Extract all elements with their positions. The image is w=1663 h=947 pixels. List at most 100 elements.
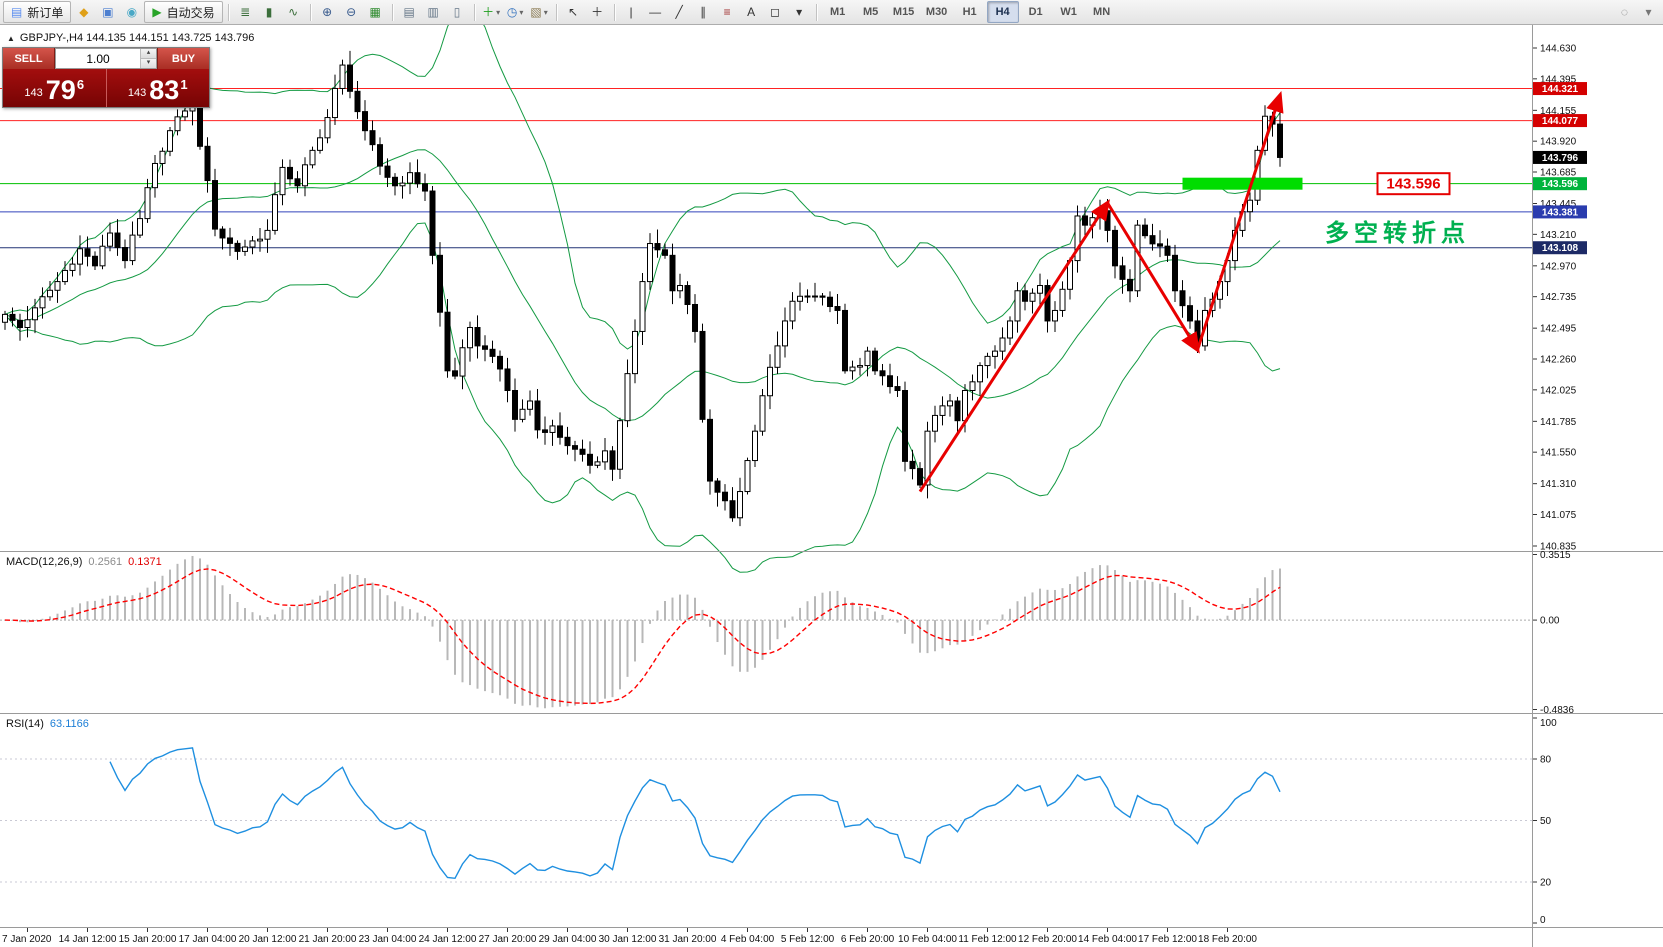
- toolbar-separator: [473, 3, 475, 21]
- auto-trading-glyph: ▶: [152, 5, 162, 19]
- crosshair-icon[interactable]: ＋: [586, 1, 609, 23]
- vertical-line-glyph: |: [629, 5, 633, 19]
- time-axis-label: 11 Feb 12:00: [958, 934, 1017, 945]
- timeframe-d1-button[interactable]: D1: [1028, 6, 1043, 18]
- fibonacci-glyph: ≡: [723, 5, 731, 19]
- macd-scale-label: -0.4836: [1540, 705, 1574, 716]
- timeframe-m15-button[interactable]: M15: [892, 6, 915, 18]
- cascade-windows-icon[interactable]: ▤: [398, 1, 421, 23]
- add-indicator-icon[interactable]: ＋ ▾: [480, 1, 503, 23]
- panel-frame: [0, 25, 1663, 947]
- price-scale-label: 141.550: [1540, 448, 1577, 459]
- volume-up-button[interactable]: ▴: [141, 49, 156, 59]
- auto-arrange-glyph: ▦: [369, 5, 381, 19]
- zoom-in-icon[interactable]: ⊕: [316, 1, 339, 23]
- text-tool-icon[interactable]: A: [740, 1, 763, 23]
- candlestick-series: [2, 50, 1283, 527]
- toolbar-separator: [309, 3, 311, 21]
- timeframe-h1-button[interactable]: H1: [962, 6, 977, 18]
- buy-button[interactable]: BUY: [157, 48, 209, 69]
- candlestick-chart-type-glyph: ▮: [265, 5, 273, 19]
- timeframe-w1-button[interactable]: W1: [1060, 6, 1077, 18]
- auto-trading-button[interactable]: ▶ 自动交易: [144, 1, 223, 23]
- navigator-icon[interactable]: ◉: [120, 1, 143, 23]
- new-order-button[interactable]: ▤ 新订单: [3, 1, 72, 23]
- volume-input[interactable]: [56, 49, 140, 68]
- macd-signal-value: 0.1371: [128, 556, 162, 568]
- zoom-out-icon[interactable]: ⊖: [340, 1, 363, 23]
- price-scale-label: 144.630: [1540, 44, 1577, 55]
- metaeditor-icon[interactable]: ◆: [72, 1, 95, 23]
- price-scale-label: 140.835: [1540, 542, 1577, 553]
- price-scale-label: 143.685: [1540, 168, 1577, 179]
- navigator-glyph: ◉: [126, 5, 138, 19]
- rsi-scale-label: 50: [1540, 816, 1552, 827]
- template-icon[interactable]: ▧ ▾: [528, 1, 551, 23]
- price-tag: 144.077: [1542, 116, 1579, 127]
- market-watch-icon[interactable]: ▣: [96, 1, 119, 23]
- period-icon[interactable]: ◷ ▾: [504, 1, 527, 23]
- toolbar-options-glyph: ▾: [1645, 5, 1652, 19]
- bar-chart-type-icon[interactable]: ≣: [234, 1, 257, 23]
- shapes-dropdown-glyph: ▾: [796, 5, 803, 19]
- tile-horizontally-icon[interactable]: ▥: [422, 1, 445, 23]
- vertical-line-icon[interactable]: |: [620, 1, 643, 23]
- sell-button[interactable]: SELL: [3, 48, 55, 69]
- price-tag: 143.108: [1542, 243, 1579, 254]
- timeframe-h4-button[interactable]: H4: [986, 1, 1019, 23]
- rsi-value: 63.1166: [49, 718, 89, 730]
- time-axis-label: 31 Jan 20:00: [659, 934, 717, 945]
- time-axis-label: 5 Feb 12:00: [781, 934, 835, 945]
- time-axis-label: 17 Jan 04:00: [179, 934, 237, 945]
- fibonacci-icon[interactable]: ≡: [716, 1, 739, 23]
- macd-value: 0.2561: [88, 556, 123, 568]
- one-click-prices: 143 79 6 143 83 1: [3, 69, 209, 107]
- price-tag: 144.321: [1542, 84, 1579, 95]
- new-order-button-label: 新订单: [27, 5, 64, 20]
- timeframe-m5-button[interactable]: M5: [862, 6, 879, 18]
- support-zone-highlight: [1182, 177, 1303, 190]
- trend-arrow: [918, 199, 1110, 493]
- rsi-scale-label: 20: [1540, 878, 1552, 889]
- time-axis-label: 21 Jan 20:00: [299, 934, 357, 945]
- ask-int: 143: [127, 87, 147, 99]
- price-scale-label: 144.155: [1540, 106, 1577, 117]
- shapes-dropdown-icon[interactable]: ▾: [788, 1, 811, 23]
- auto-trading-button-label: 自动交易: [166, 5, 215, 20]
- arrows-tool-icon[interactable]: ◻: [764, 1, 787, 23]
- tile-vertically-icon[interactable]: ▯: [446, 1, 469, 23]
- time-axis-label: 30 Jan 12:00: [599, 934, 657, 945]
- new-order-glyph: ▤: [11, 5, 23, 19]
- time-axis-label: 20 Jan 12:00: [239, 934, 297, 945]
- price-scale-label: 142.495: [1540, 324, 1577, 335]
- trendline-icon[interactable]: ╱: [668, 1, 691, 23]
- auto-arrange-icon[interactable]: ▦: [364, 1, 387, 23]
- main-toolbar: ▤ 新订单 ◆ ▣ ◉ ▶ 自动交易 ≣ ▮ ∿ ⊕ ⊖ ▦ ▤ ▥ ▯ ＋ ▾ ◷ ▾ ▧ ▾ ↖ ＋ | — ╱ ∥ ≡ A ◻ ▾ M1 M…: [0, 0, 1663, 25]
- time-axis-label: 29 Jan 04:00: [539, 934, 597, 945]
- help-search-icon[interactable]: ◌: [1613, 1, 1636, 23]
- rsi-panel: 100 80 50 20 0: [0, 717, 1557, 926]
- period-glyph: ◷: [506, 5, 518, 19]
- ask-price[interactable]: 143 83 1: [107, 69, 210, 107]
- toolbar-separator: [555, 3, 557, 21]
- add-indicator-icon-caret: ▾: [496, 7, 501, 17]
- timeframe-m1-button[interactable]: M1: [829, 6, 846, 18]
- price-scale-label: 144.395: [1540, 74, 1577, 85]
- bid-price[interactable]: 143 79 6: [3, 69, 107, 107]
- horizontal-line-icon[interactable]: —: [644, 1, 667, 23]
- rsi-scale-label: 80: [1540, 755, 1552, 766]
- toolbar-options-icon[interactable]: ▾: [1637, 1, 1660, 23]
- tile-vertically-glyph: ▯: [453, 5, 461, 19]
- timeframe-mn-button[interactable]: MN: [1093, 6, 1111, 18]
- line-chart-type-icon[interactable]: ∿: [282, 1, 305, 23]
- chart-canvas[interactable]: 143.596 多空转折点 144.630 144.395 144.155 143.920…: [0, 25, 1663, 947]
- channel-icon[interactable]: ∥: [692, 1, 715, 23]
- price-callout-box: [1376, 172, 1451, 196]
- timeframe-m30-button[interactable]: M30: [925, 6, 948, 18]
- volume-down-button[interactable]: ▾: [141, 59, 156, 68]
- candlestick-chart-type-icon[interactable]: ▮: [258, 1, 281, 23]
- cursor-icon[interactable]: ↖: [562, 1, 585, 23]
- time-axis-label: 17 Feb 12:00: [1138, 934, 1197, 945]
- metaeditor-glyph: ◆: [79, 5, 89, 19]
